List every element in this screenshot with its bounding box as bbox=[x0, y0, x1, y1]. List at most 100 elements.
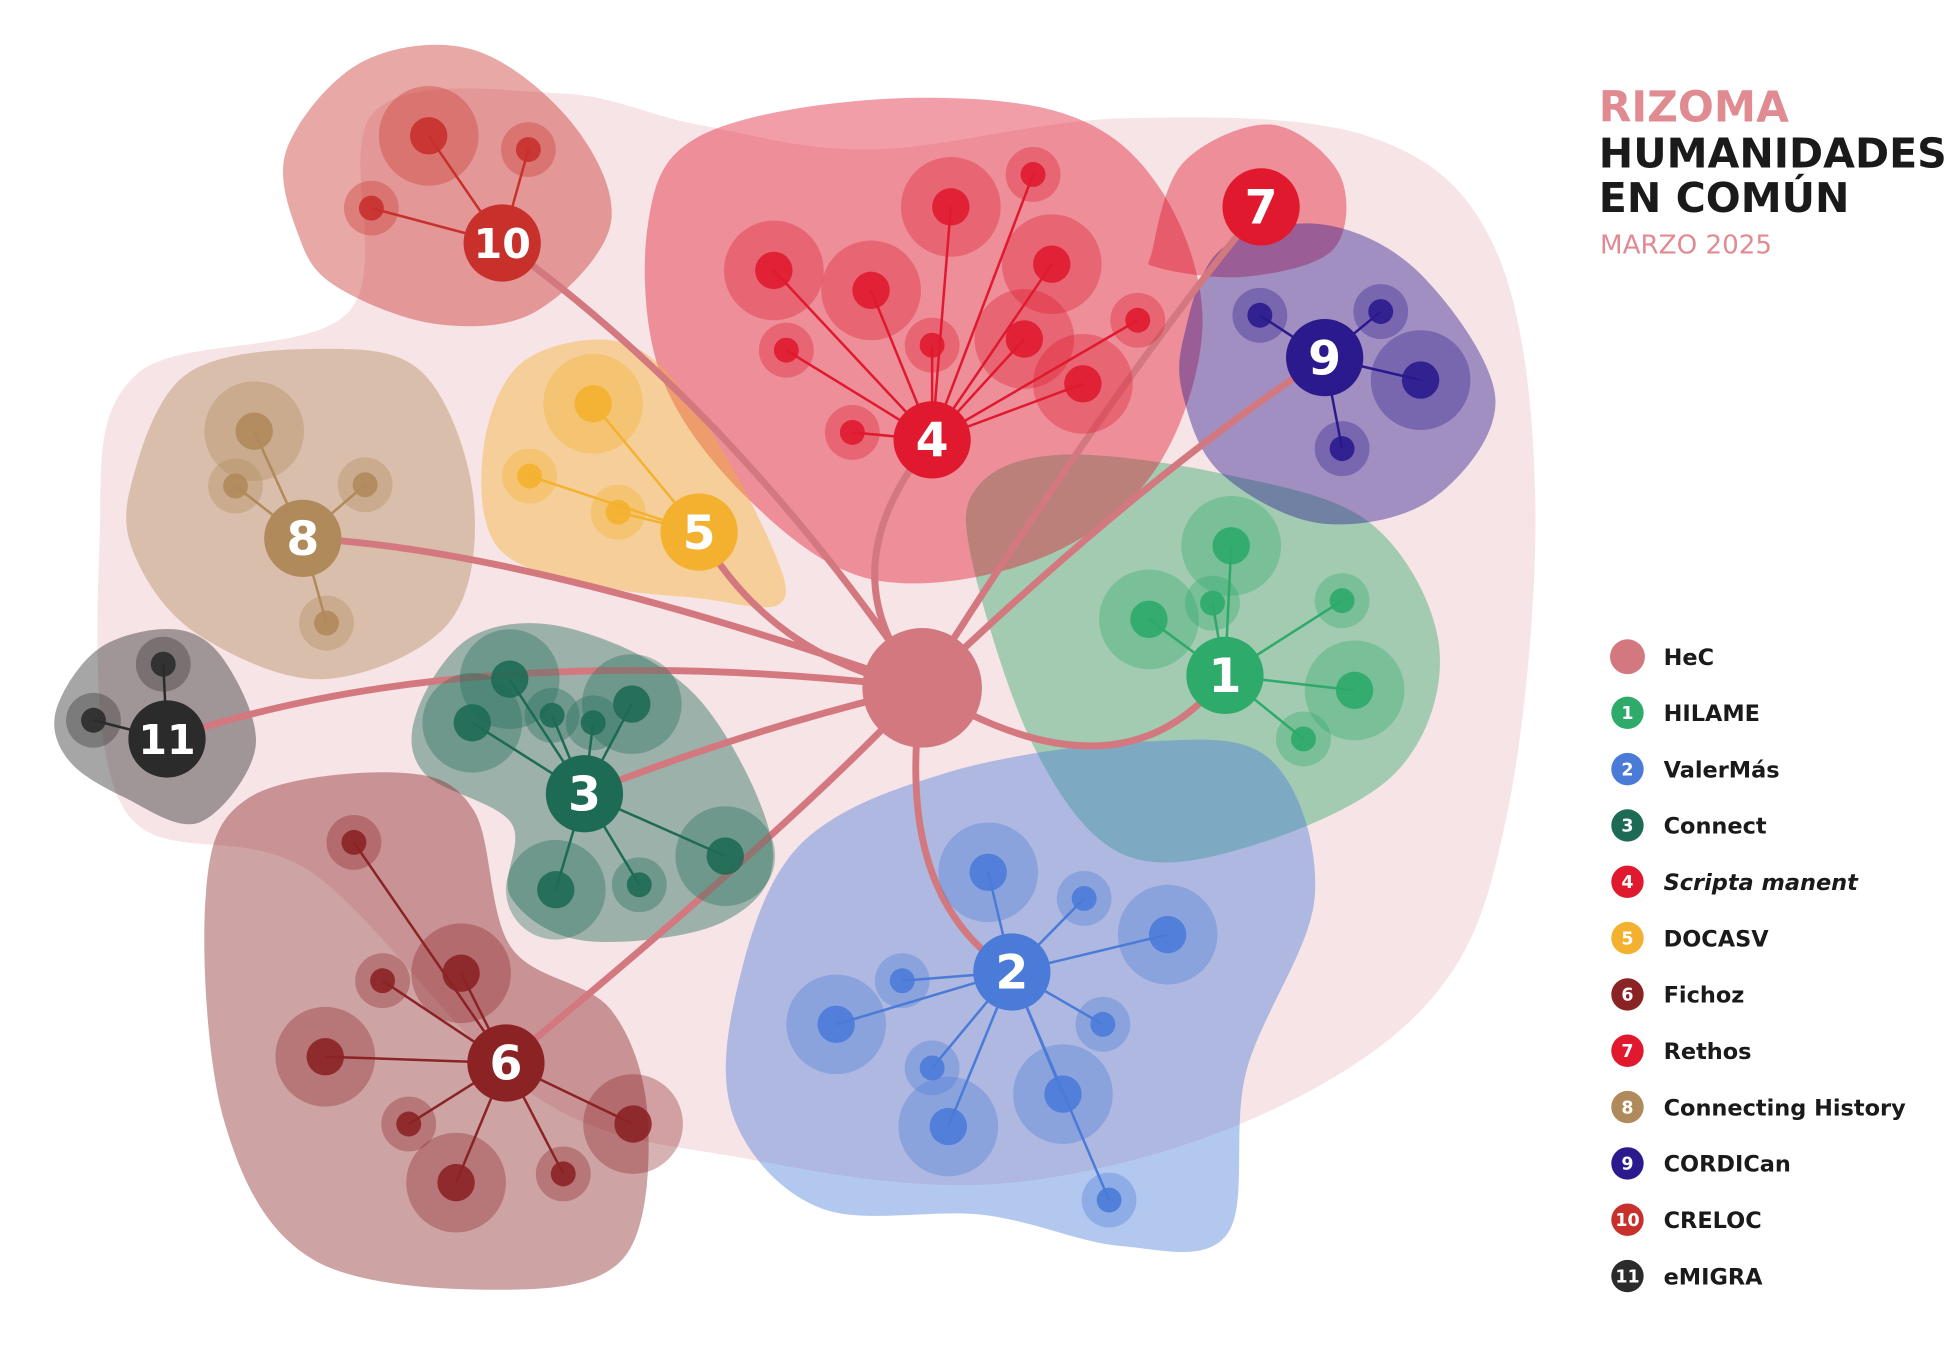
hub-connector bbox=[302, 534, 924, 692]
legend-name: DOCASV bbox=[1664, 926, 1770, 952]
hub-connector bbox=[500, 240, 925, 690]
central-node bbox=[862, 628, 982, 748]
nodes: 1 2 3 4 5 6 7 8 9 10 11 bbox=[66, 85, 1471, 1233]
project-hub bbox=[463, 204, 541, 282]
member-node bbox=[453, 704, 491, 742]
member-node bbox=[932, 188, 970, 226]
member-node bbox=[755, 251, 793, 290]
member-node bbox=[614, 1105, 652, 1143]
project-number: 2 bbox=[995, 946, 1028, 1001]
member-node bbox=[539, 702, 565, 728]
legend-swatch bbox=[1611, 978, 1644, 1011]
member-node bbox=[1200, 590, 1225, 616]
legend-number: 6 bbox=[1621, 986, 1633, 1006]
legend-name: Connecting History bbox=[1664, 1095, 1906, 1121]
legend-swatch bbox=[1611, 696, 1644, 729]
member-node bbox=[919, 332, 945, 358]
network-area bbox=[97, 88, 1536, 1186]
project-number: 9 bbox=[1308, 331, 1341, 386]
legend-name: ValerMás bbox=[1664, 757, 1780, 783]
member-node bbox=[223, 473, 248, 499]
member-node bbox=[235, 412, 273, 450]
legend-swatch bbox=[1611, 865, 1644, 898]
legend-swatch bbox=[1611, 809, 1644, 842]
node-link bbox=[930, 174, 1035, 441]
project-hub bbox=[128, 700, 206, 778]
project-number: 7 bbox=[1245, 181, 1278, 236]
member-node bbox=[150, 651, 176, 677]
title-rizoma: RIZOMA bbox=[1599, 83, 1789, 132]
member-node bbox=[352, 472, 378, 498]
member-node bbox=[490, 660, 529, 698]
project-number: 10 bbox=[474, 220, 531, 268]
legend-name: Connect bbox=[1664, 814, 1767, 840]
project-hub bbox=[893, 401, 971, 479]
legend-swatch bbox=[1611, 752, 1644, 786]
title-en-comun: EN COMÚN bbox=[1599, 174, 1850, 222]
project-number: 4 bbox=[916, 414, 949, 469]
project-number: 8 bbox=[286, 512, 319, 567]
project-hub bbox=[1186, 636, 1264, 715]
member-node bbox=[1096, 1187, 1122, 1213]
member-node bbox=[1335, 671, 1374, 710]
member-node bbox=[370, 968, 396, 994]
legend-swatch bbox=[1611, 1147, 1644, 1180]
title-date: MARZO 2025 bbox=[1600, 230, 1772, 260]
member-node bbox=[817, 1005, 855, 1044]
member-node bbox=[341, 829, 367, 855]
legend-name: HeC bbox=[1664, 645, 1714, 671]
member-node bbox=[1368, 299, 1394, 324]
legend-number: 5 bbox=[1621, 929, 1633, 949]
member-node bbox=[537, 871, 575, 909]
project-hub bbox=[660, 493, 738, 571]
member-node bbox=[706, 837, 744, 875]
title-humanidades: HUMANIDADES bbox=[1599, 129, 1944, 177]
member-node bbox=[626, 872, 652, 898]
member-node bbox=[1033, 245, 1071, 283]
node-link bbox=[930, 206, 953, 440]
project-hub bbox=[545, 755, 624, 833]
member-node bbox=[442, 954, 480, 992]
node-link bbox=[772, 269, 934, 441]
project-hub bbox=[1286, 319, 1364, 397]
member-node bbox=[314, 610, 339, 636]
node-link bbox=[352, 841, 507, 1064]
project-hub bbox=[973, 933, 1051, 1011]
title-block: RIZOMA HUMANIDADES EN COMÚN MARZO 2025 bbox=[1599, 83, 1944, 261]
cluster-area bbox=[204, 772, 649, 1290]
member-node bbox=[1212, 527, 1250, 565]
member-node bbox=[515, 137, 541, 162]
member-node bbox=[839, 419, 865, 445]
legend-swatch bbox=[1610, 639, 1645, 675]
legend-number: 9 bbox=[1621, 1155, 1633, 1175]
member-node bbox=[1071, 886, 1097, 911]
legend-number: 4 bbox=[1621, 873, 1633, 893]
legend-number: 10 bbox=[1615, 1211, 1639, 1231]
project-hub bbox=[467, 1024, 545, 1102]
member-node bbox=[605, 499, 631, 525]
member-node bbox=[358, 195, 384, 221]
member-node bbox=[1125, 307, 1151, 333]
legend-number: 7 bbox=[1621, 1042, 1633, 1062]
legend-swatch bbox=[1611, 1090, 1644, 1124]
member-node bbox=[1005, 320, 1044, 358]
member-node bbox=[1090, 1011, 1116, 1037]
project-number: 11 bbox=[138, 716, 195, 764]
member-node bbox=[1064, 365, 1102, 403]
legend: HeC 1 HILAME 2 ValerMás 3 Connect 4 Scripta mane… bbox=[1610, 639, 1906, 1293]
legend-number: 2 bbox=[1621, 760, 1633, 780]
project-number: 3 bbox=[568, 768, 601, 823]
legend-name: CRELOC bbox=[1664, 1208, 1762, 1234]
legend-name: eMIGRA bbox=[1664, 1264, 1764, 1290]
hub-connector bbox=[919, 204, 1264, 690]
legend-swatch bbox=[1611, 1203, 1644, 1236]
project-number: 1 bbox=[1208, 649, 1241, 704]
legend-swatch bbox=[1611, 1034, 1644, 1067]
project-hub bbox=[1222, 168, 1300, 246]
member-node bbox=[550, 1161, 576, 1187]
member-node bbox=[396, 1111, 422, 1137]
member-node bbox=[517, 463, 543, 489]
member-node bbox=[852, 271, 890, 310]
member-node bbox=[574, 385, 612, 423]
